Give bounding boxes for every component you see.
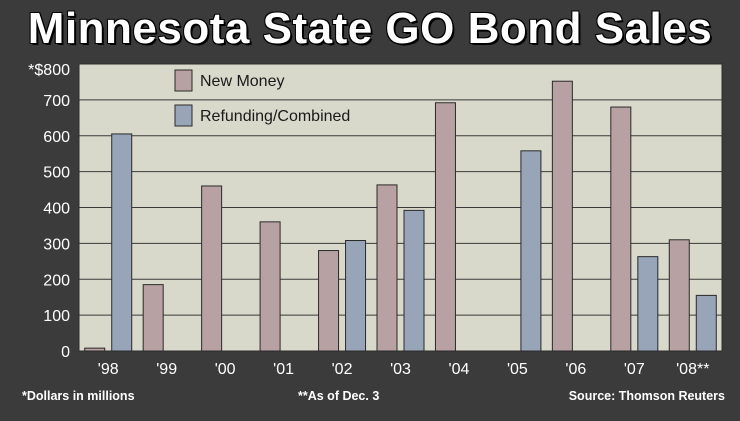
x-tick-label: '98	[98, 361, 119, 378]
y-tick-label: 600	[43, 129, 70, 146]
chart-title: Minnesota State GO Bond Sales	[27, 4, 713, 53]
legend: New Money Refunding/Combined	[174, 69, 350, 127]
y-tick-label: 300	[43, 236, 70, 253]
source-footnote: Source: Thomson Reuters	[568, 389, 725, 403]
bar-new-money	[318, 250, 340, 352]
legend-swatch	[174, 69, 193, 92]
x-tick-label: '04	[449, 361, 470, 378]
bar-new-money	[376, 184, 398, 352]
y-tick-label: *$800	[28, 62, 70, 79]
y-tick-label: 100	[43, 308, 70, 325]
bar-new-money	[668, 239, 690, 352]
y-tick-label: 400	[43, 201, 70, 218]
bar-new-money	[610, 106, 632, 352]
legend-swatch	[174, 104, 193, 127]
y-tick-label: 200	[43, 272, 70, 289]
bar-refunding	[637, 256, 659, 352]
x-tick-label: '05	[507, 361, 528, 378]
units-footnote: *Dollars in millions	[22, 389, 135, 403]
y-tick-label: 500	[43, 165, 70, 182]
legend-label: New Money	[200, 73, 284, 90]
bar-new-money	[434, 102, 456, 352]
bar-refunding	[695, 294, 717, 352]
bar-new-money	[84, 347, 106, 352]
bar-refunding	[111, 133, 133, 352]
legend-label: Refunding/Combined	[200, 108, 350, 125]
x-tick-label: '08**	[676, 361, 709, 378]
bars	[84, 80, 717, 352]
y-tick-label: 700	[43, 93, 70, 110]
x-tick-labels: '98 '99 '00 '01 '02 '03 '04 '05 '06 '07 '08**	[98, 361, 710, 378]
x-tick-label: '00	[215, 361, 236, 378]
x-tick-label: '99	[156, 361, 177, 378]
bar-refunding	[403, 209, 425, 352]
x-tick-label: '06	[565, 361, 586, 378]
x-tick-label: '01	[273, 361, 294, 378]
bar-new-money	[259, 221, 281, 352]
x-tick-label: '03	[390, 361, 411, 378]
x-tick-label: '07	[624, 361, 645, 378]
bar-refunding	[345, 240, 367, 352]
as-of-footnote: **As of Dec. 3	[298, 389, 380, 403]
bar-new-money	[201, 185, 223, 352]
x-tick-label: '02	[332, 361, 353, 378]
bar-new-money	[551, 80, 573, 352]
y-tick-labels: 0 100 200 300 400 500 600 700 *$800	[28, 62, 70, 361]
bar-refunding	[520, 150, 542, 352]
y-tick-label: 0	[61, 344, 70, 361]
bar-new-money	[142, 284, 164, 352]
